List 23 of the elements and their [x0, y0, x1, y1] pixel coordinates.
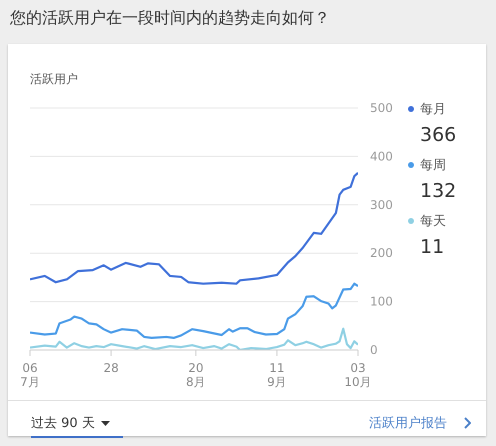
x-tick-label: 28: [103, 361, 119, 375]
x-tick-label: 06 7月: [20, 361, 40, 389]
y-tick-label: 300: [370, 198, 393, 212]
text: 活跃用户报告: [369, 415, 447, 432]
legend-label: 每月: [420, 101, 446, 118]
legend-label: 每周: [420, 157, 446, 174]
x-tick-label: 11 9月: [267, 361, 287, 389]
y-tick-label: 0: [370, 343, 378, 357]
line-series: [30, 172, 358, 285]
text: 11: [420, 236, 446, 258]
chart-subtitle: 活跃用户: [30, 71, 78, 88]
x-tick-label: 03 10月: [344, 361, 372, 389]
x-tick-label: 20 8月: [186, 361, 206, 389]
line-series: [30, 282, 358, 339]
y-tick-label: 500: [370, 101, 393, 115]
text: 过去 90 天: [31, 415, 95, 432]
y-tick-label: 100: [370, 294, 393, 309]
chart-title: 您的活跃用户在一段时间内的趋势走向如何？: [10, 8, 330, 29]
legend-label: 每天: [420, 213, 446, 230]
y-tick-label: 400: [370, 149, 393, 164]
text: 366: [420, 124, 456, 146]
text: 132: [420, 180, 456, 202]
y-tick-label: 200: [370, 246, 393, 260]
